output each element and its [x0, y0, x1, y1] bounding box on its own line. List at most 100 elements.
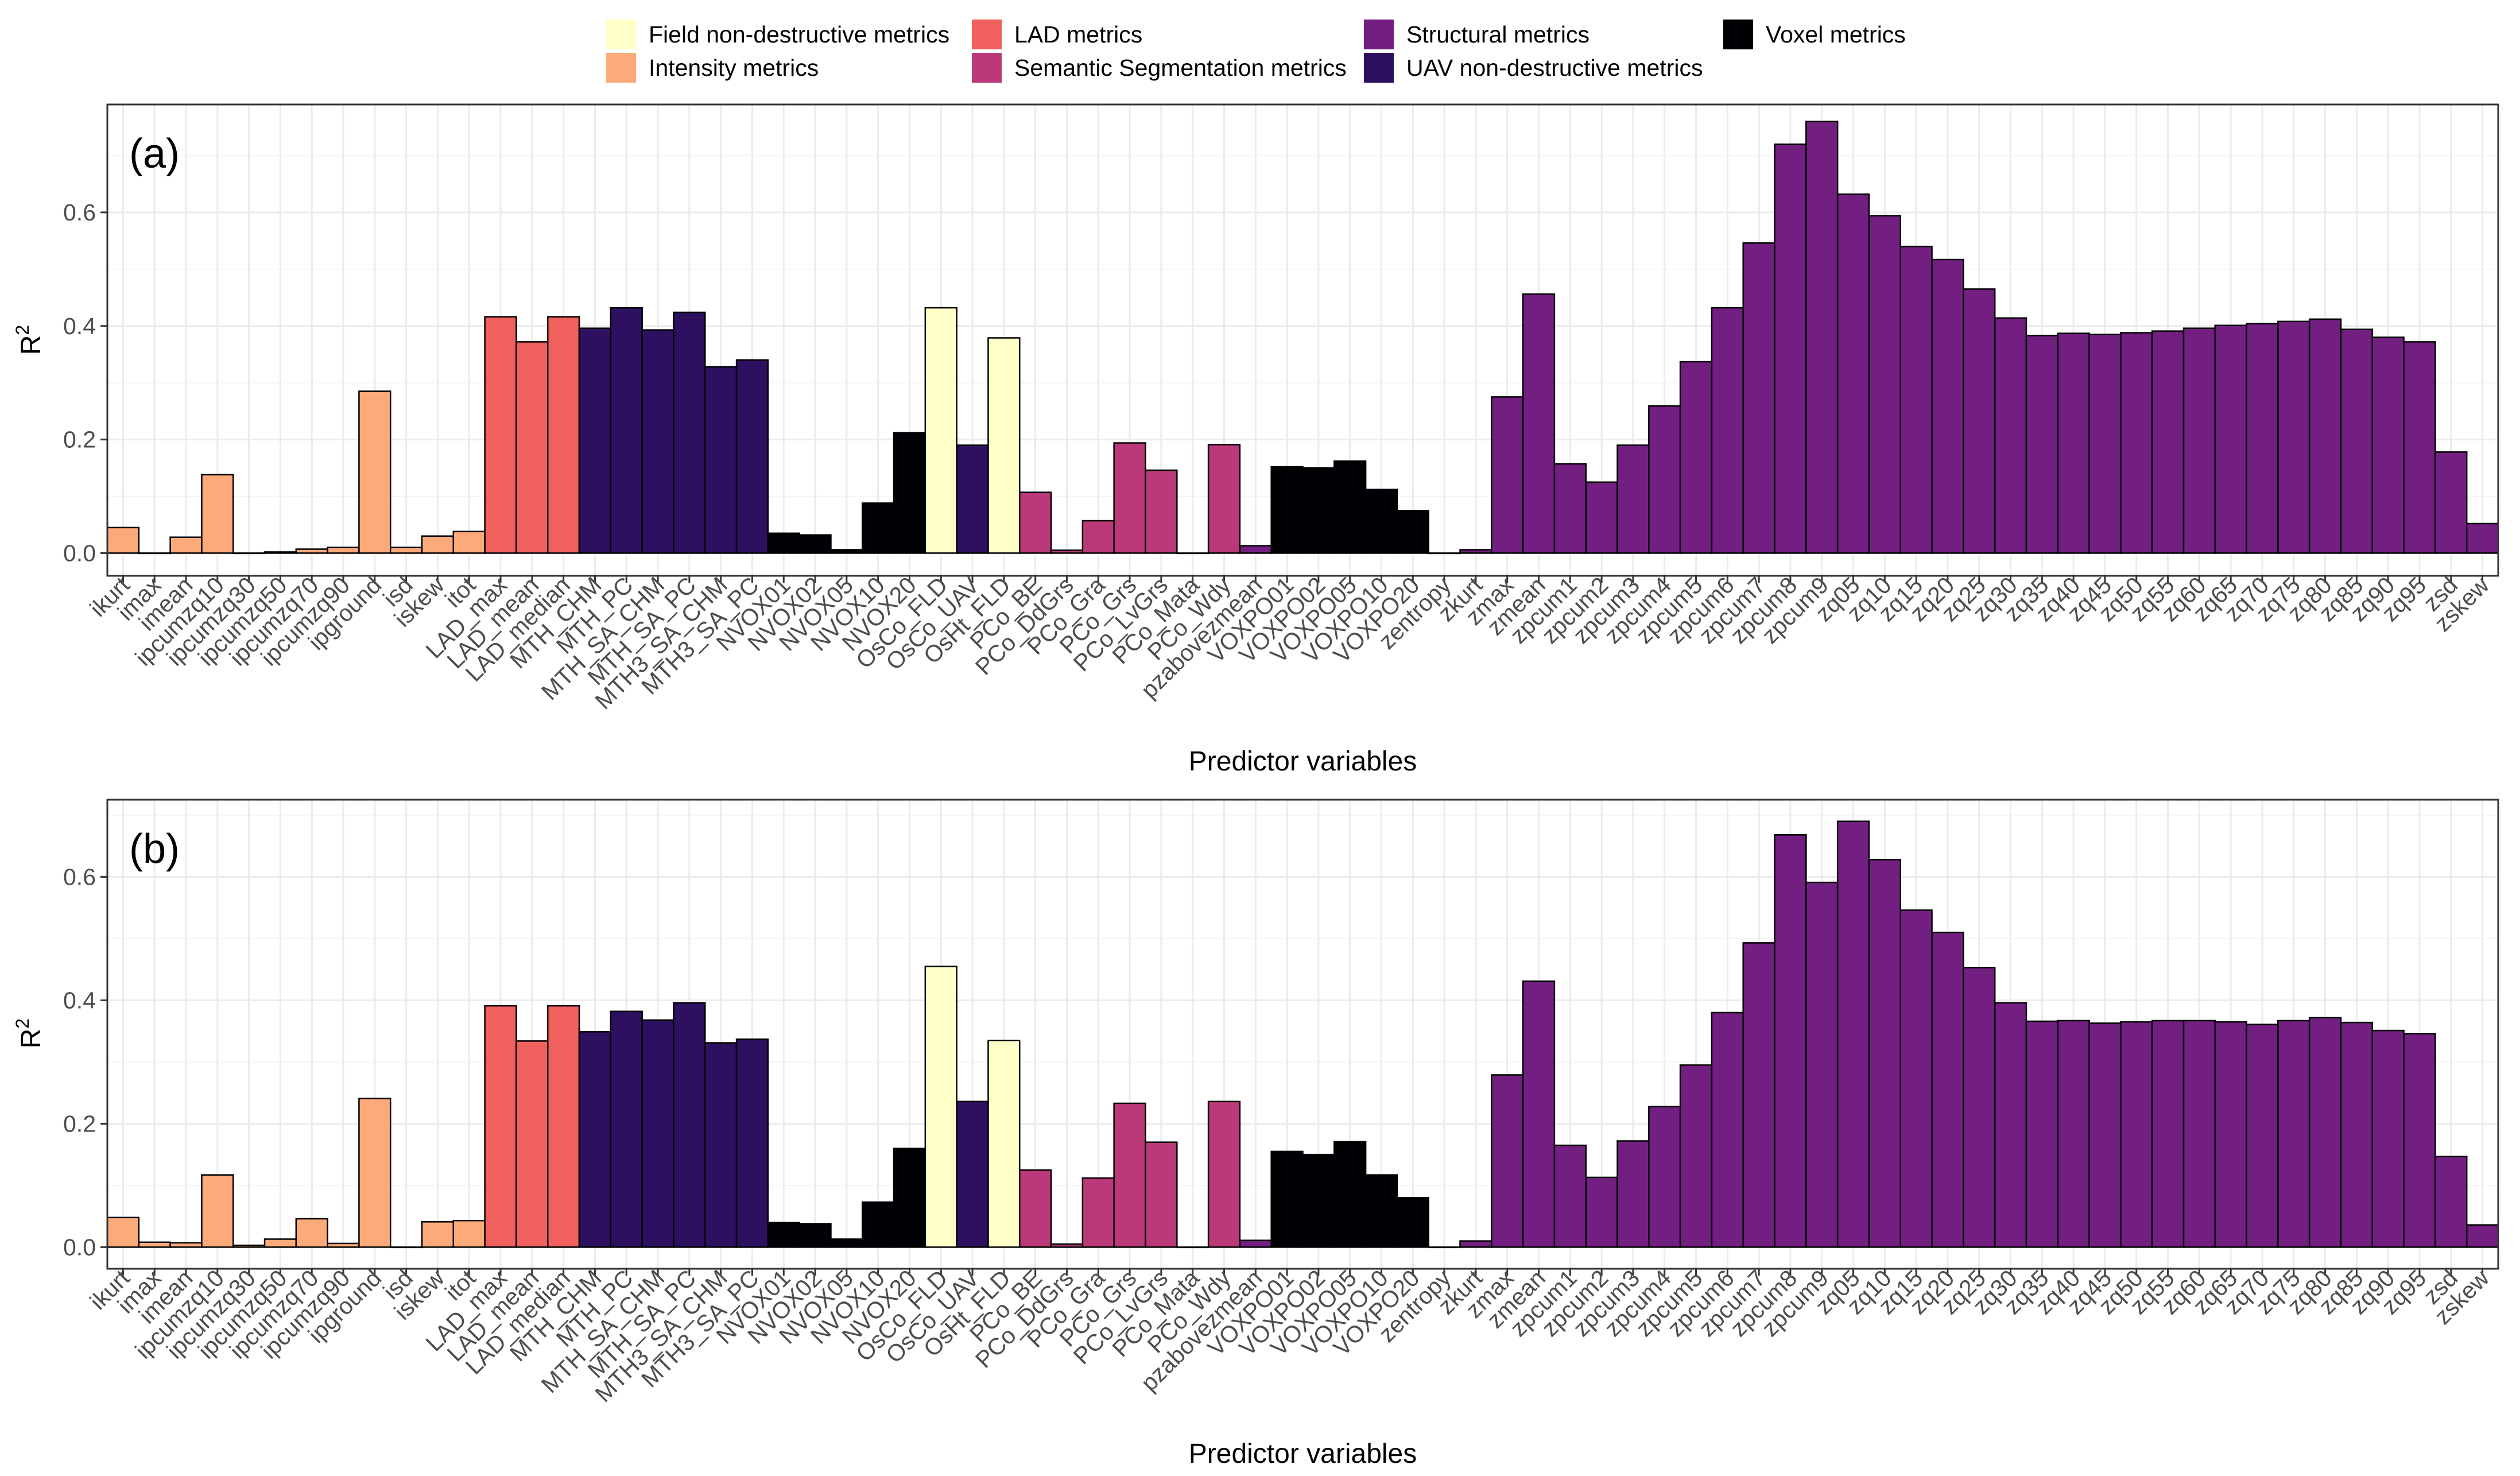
- y-axis-title: R2: [12, 325, 46, 355]
- bar-ipcumzq30: [232, 1244, 266, 1248]
- bar-NVOX01: [767, 532, 800, 554]
- bar-OsHt_FLD: [987, 1040, 1021, 1248]
- bar-MTH_CHM: [578, 1031, 612, 1248]
- bar-zq90: [2371, 1029, 2405, 1248]
- bar-imean: [169, 1242, 203, 1248]
- legend-swatch-structural: [1364, 20, 1394, 49]
- bar-MTH_SA_CHM: [641, 329, 674, 554]
- bar-OsHt_FLD: [987, 337, 1021, 554]
- panel-border: [106, 799, 2499, 1270]
- x-axis: ikurtimaximeanipcumzq10ipcumzq30ipcumzq5…: [84, 1264, 2494, 1407]
- bar-zpcum9: [1805, 881, 1839, 1248]
- bar-pzabovezmean: [1239, 545, 1272, 554]
- legend-swatch-uav: [1364, 53, 1394, 83]
- bar-zq05: [1836, 820, 1870, 1248]
- legend-item-uav: UAV non-destructive metrics: [1364, 53, 1703, 83]
- bar-MTH3_SA_PC: [735, 359, 769, 554]
- bar-NVOX05: [830, 1238, 863, 1248]
- legend-label-intensity: Intensity metrics: [649, 55, 819, 81]
- bar-PCo_Wdy: [1207, 1101, 1241, 1248]
- bar-zkurt: [1459, 1240, 1492, 1248]
- legend: Field non-destructive metrics Intensity m…: [606, 20, 1906, 83]
- y-tick-label: 0.6: [63, 863, 96, 890]
- bar-MTH_SA_PC: [673, 311, 706, 554]
- bar-zpcum5: [1679, 361, 1713, 554]
- bar-PCo_LvGrs: [1145, 1141, 1178, 1248]
- bar-zpcum3: [1616, 1140, 1650, 1248]
- bar-zq95: [2403, 341, 2436, 554]
- bar-LAD_max: [484, 316, 517, 554]
- bar-VOXPO10: [1364, 489, 1398, 554]
- bar-OsCo_FLD: [924, 307, 957, 554]
- bar-zkurt: [1459, 549, 1492, 554]
- bar-VOXPO01: [1270, 1150, 1304, 1248]
- y-tick-label: 0.0: [63, 540, 96, 566]
- bar-zpcum3: [1616, 444, 1650, 554]
- bar-ipcumzq50: [263, 551, 297, 554]
- bar-zq70: [2246, 1024, 2279, 1248]
- bar-zq50: [2120, 1021, 2153, 1248]
- bar-zmax: [1491, 1074, 1524, 1248]
- bar-zq40: [2057, 1020, 2090, 1248]
- bar-ikurt: [106, 1217, 140, 1248]
- legend-label-structural: Structural metrics: [1406, 21, 1589, 48]
- bar-zq55: [2151, 1020, 2185, 1248]
- bar-OsCo_UAV: [956, 444, 989, 554]
- legend-label-semseg: Semantic Segmentation metrics: [1014, 55, 1347, 81]
- bar-NVOX10: [862, 1201, 895, 1248]
- bar-zsd: [2434, 1156, 2468, 1248]
- x-axis: ikurtimaximeanipcumzq10ipcumzq30ipcumzq5…: [84, 571, 2494, 714]
- bar-ipcumzq90: [327, 547, 360, 554]
- bar-NVOX20: [893, 1148, 926, 1248]
- bar-zpcum8: [1774, 834, 1807, 1248]
- bar-VOXPO02: [1302, 467, 1335, 554]
- bar-zq60: [2182, 327, 2216, 554]
- legend-label-lad: LAD metrics: [1014, 21, 1142, 48]
- bar-ipcumzq70: [295, 1218, 328, 1248]
- bar-zq80: [2308, 318, 2342, 554]
- bar-zq80: [2308, 1017, 2342, 1248]
- bar-MTH_PC: [610, 1010, 643, 1248]
- bar-NVOX01: [767, 1222, 800, 1248]
- bar-zmean: [1522, 980, 1556, 1248]
- panel-border: [106, 103, 2499, 577]
- bar-NVOX02: [798, 534, 832, 554]
- bar-PCo_Grs: [1113, 442, 1146, 554]
- bar-NVOX20: [893, 432, 926, 554]
- bar-iskew: [421, 1221, 455, 1248]
- bar-zq10: [1868, 859, 1901, 1248]
- bar-PCo_BE: [1019, 491, 1052, 554]
- bar-NVOX05: [830, 549, 863, 554]
- bar-PCo_Gra: [1081, 520, 1115, 554]
- bar-zmean: [1522, 293, 1556, 554]
- bar-zpcum6: [1711, 1012, 1744, 1248]
- bar-NVOX10: [862, 502, 895, 554]
- bar-zq25: [1963, 967, 1996, 1248]
- bar-zq35: [2025, 335, 2059, 554]
- bar-isd: [389, 1246, 423, 1249]
- bar-zpcum1: [1553, 1144, 1587, 1248]
- bar-zq60: [2182, 1020, 2216, 1248]
- y-axis-title-superscript: 2: [12, 1018, 33, 1029]
- bar-VOXPO10: [1364, 1174, 1398, 1248]
- bar-itot: [452, 1219, 486, 1248]
- bar-zpcum9: [1805, 121, 1839, 554]
- bar-zq55: [2151, 330, 2185, 554]
- bar-MTH_SA_CHM: [641, 1019, 674, 1248]
- panel-b: 0.0 0.2 0.4 0.6 ikurtimaximeanipcumzq10ipcum…: [12, 799, 2499, 1469]
- bar-OsCo_FLD: [924, 966, 957, 1248]
- legend-item-voxel: Voxel metrics: [1723, 20, 1906, 49]
- bar-NVOX02: [798, 1223, 832, 1248]
- bar-PCo_LvGrs: [1145, 469, 1178, 554]
- bar-zq75: [2277, 320, 2310, 554]
- bar-zq70: [2246, 323, 2279, 554]
- bar-zq95: [2403, 1033, 2436, 1248]
- y-axis: 0.0 0.2 0.4 0.6: [63, 863, 107, 1260]
- y-axis: 0.0 0.2 0.4 0.6: [63, 199, 107, 566]
- bar-LAD_median: [546, 316, 580, 554]
- bar-LAD_mean: [515, 341, 549, 554]
- legend-item-field: Field non-destructive metrics: [606, 20, 949, 49]
- bar-zpcum6: [1711, 307, 1744, 554]
- bar-ipcumzq90: [327, 1242, 360, 1248]
